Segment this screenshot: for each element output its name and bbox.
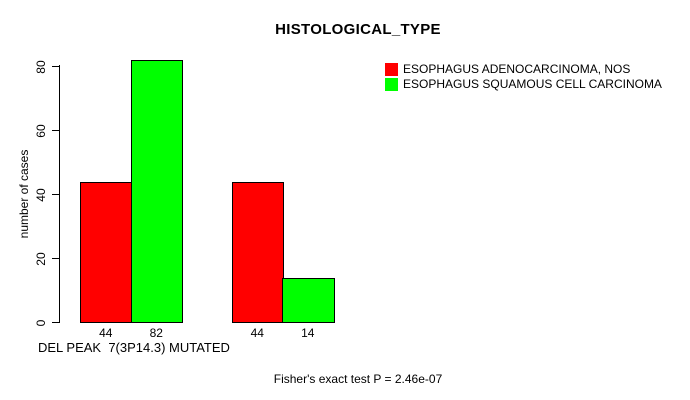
legend-row: ESOPHAGUS ADENOCARCINOMA, NOS: [385, 62, 662, 76]
bar: [130, 60, 183, 323]
y-tick-label: 60: [34, 123, 48, 138]
bar: [231, 181, 284, 323]
legend-label: ESOPHAGUS ADENOCARCINOMA, NOS: [403, 62, 631, 76]
legend-label: ESOPHAGUS SQUAMOUS CELL CARCINOMA: [403, 77, 662, 91]
bar-value-label: 14: [301, 326, 315, 340]
legend-swatch-icon: [385, 62, 398, 76]
y-tick-label: 40: [34, 187, 48, 202]
bar: [80, 181, 133, 323]
pvalue-annotation: Fisher's exact test P = 2.46e-07: [273, 372, 443, 386]
chart-title: HISTOLOGICAL_TYPE: [275, 21, 441, 38]
y-axis-tick: [52, 194, 59, 195]
y-tick-label: 20: [34, 251, 48, 266]
legend-row: ESOPHAGUS SQUAMOUS CELL CARCINOMA: [385, 77, 662, 91]
legend-swatch-icon: [385, 77, 398, 91]
y-axis-tick: [52, 130, 59, 131]
y-tick-label: 0: [34, 319, 48, 326]
bar: [282, 277, 335, 323]
y-tick-label: 80: [34, 59, 48, 74]
bar-value-label: 82: [149, 326, 163, 340]
bar-value-label: 44: [99, 326, 113, 340]
y-axis-tick: [52, 66, 59, 67]
y-axis-tick: [52, 322, 59, 323]
bar-value-label: 44: [250, 326, 264, 340]
legend: ESOPHAGUS ADENOCARCINOMA, NOS ESOPHAGUS S…: [385, 62, 662, 92]
x-axis-title: DEL PEAK 7(3P14.3) MUTATED: [38, 340, 230, 355]
y-axis-tick: [52, 258, 59, 259]
y-axis-line: [59, 65, 60, 323]
y-axis-title: number of cases: [17, 149, 31, 239]
